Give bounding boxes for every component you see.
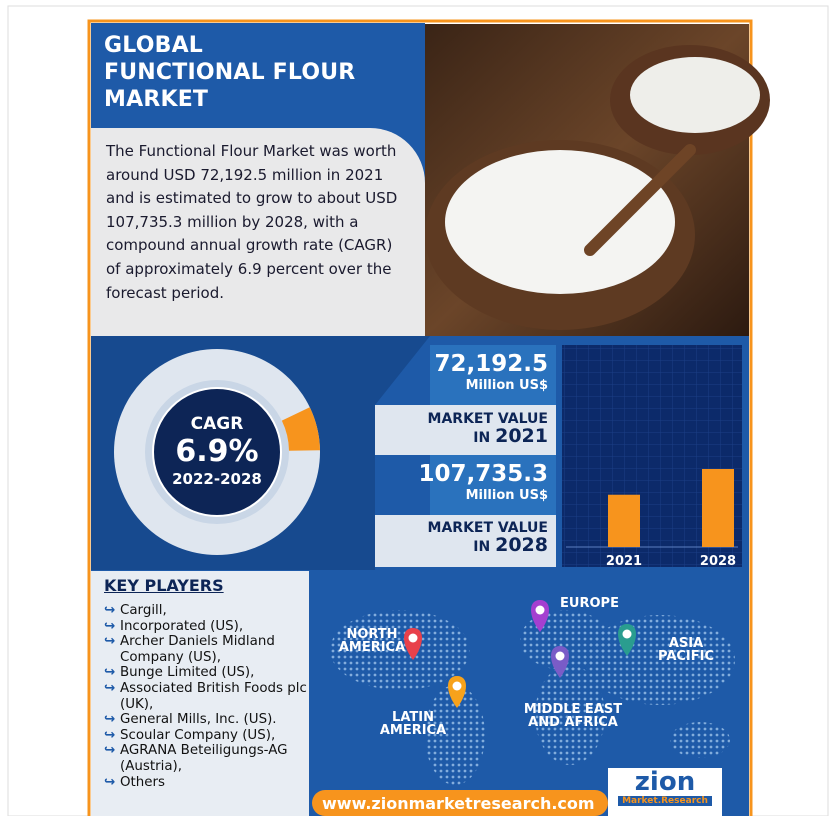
description: The Functional Flour Market was worth ar…	[106, 140, 406, 305]
caption-year: 2028	[495, 534, 548, 556]
body: 2021 2028 GLOBALFUNCTIONAL FLOURMARKET Th…	[0, 0, 836, 816]
title-line: MARKET	[104, 86, 355, 113]
player: Others	[104, 775, 310, 791]
bar	[702, 469, 734, 547]
x-tick-label: 2028	[700, 554, 736, 569]
player: Bunge Limited (US),	[104, 665, 310, 681]
region-label: ASIA PACIFIC	[646, 637, 726, 663]
caption: MARKET VALUE IN 2028	[428, 520, 548, 556]
player: Scoular Company (US),	[104, 728, 310, 744]
caption: MARKET VALUE IN 2021	[428, 411, 548, 447]
pin-dot	[556, 652, 565, 661]
region-label: NORTH AMERICA	[322, 628, 422, 654]
infographic: 2021 2028 GLOBALFUNCTIONAL FLOURMARKET Th…	[0, 0, 836, 816]
cagr-label: CAGR	[153, 414, 281, 434]
logo: zion Market.Research	[612, 768, 718, 806]
unit: Million US$	[435, 378, 549, 393]
market-value: 107,735.3	[419, 460, 549, 488]
region-label: MIDDLE EAST AND AFRICA	[518, 703, 628, 729]
caption-year: 2021	[495, 425, 548, 447]
players-title: KEY PLAYERS	[104, 576, 224, 595]
cagr-value: 6.9%	[153, 434, 281, 470]
title-line: FUNCTIONAL FLOUR	[104, 59, 355, 86]
website: www.zionmarketresearch.com	[322, 794, 592, 813]
bar	[608, 495, 640, 547]
region-label: LATIN AMERICA	[358, 711, 468, 737]
value-block: 72,192.5 Million US$	[435, 350, 549, 393]
logo-text: zion	[612, 768, 718, 796]
region-label: EUROPE	[552, 597, 627, 610]
continent	[670, 722, 730, 758]
player: Archer Daniels Midland Company (US),	[104, 634, 310, 665]
pin-dot	[453, 682, 462, 691]
caption-prefix: IN	[473, 539, 490, 555]
photo-flour	[445, 150, 675, 294]
caption-prefix: IN	[473, 430, 490, 446]
market-value: 72,192.5	[435, 350, 549, 378]
value-block: 107,735.3 Million US$	[419, 460, 549, 503]
pin-dot	[536, 606, 545, 615]
player: AGRANA Beteiligungs-AG (Austria),	[104, 743, 310, 774]
player: Incorporated (US),	[104, 619, 310, 635]
title-line: GLOBAL	[104, 32, 355, 59]
unit: Million US$	[419, 488, 549, 503]
photo-flour	[630, 57, 760, 133]
cagr-text: CAGR 6.9% 2022-2028	[153, 414, 281, 488]
players-list: Cargill,Incorporated (US),Archer Daniels…	[104, 603, 310, 790]
pin-dot	[623, 630, 632, 639]
x-tick-label: 2021	[606, 554, 642, 569]
page: Global Functional Flour Market {"header"…	[0, 0, 836, 816]
player: Associated British Foods plc (UK),	[104, 681, 310, 712]
player: General Mills, Inc. (US).	[104, 712, 310, 728]
cagr-period: 2022-2028	[153, 470, 281, 488]
logo-sub: Market.Research	[618, 796, 712, 806]
player: Cargill,	[104, 603, 310, 619]
